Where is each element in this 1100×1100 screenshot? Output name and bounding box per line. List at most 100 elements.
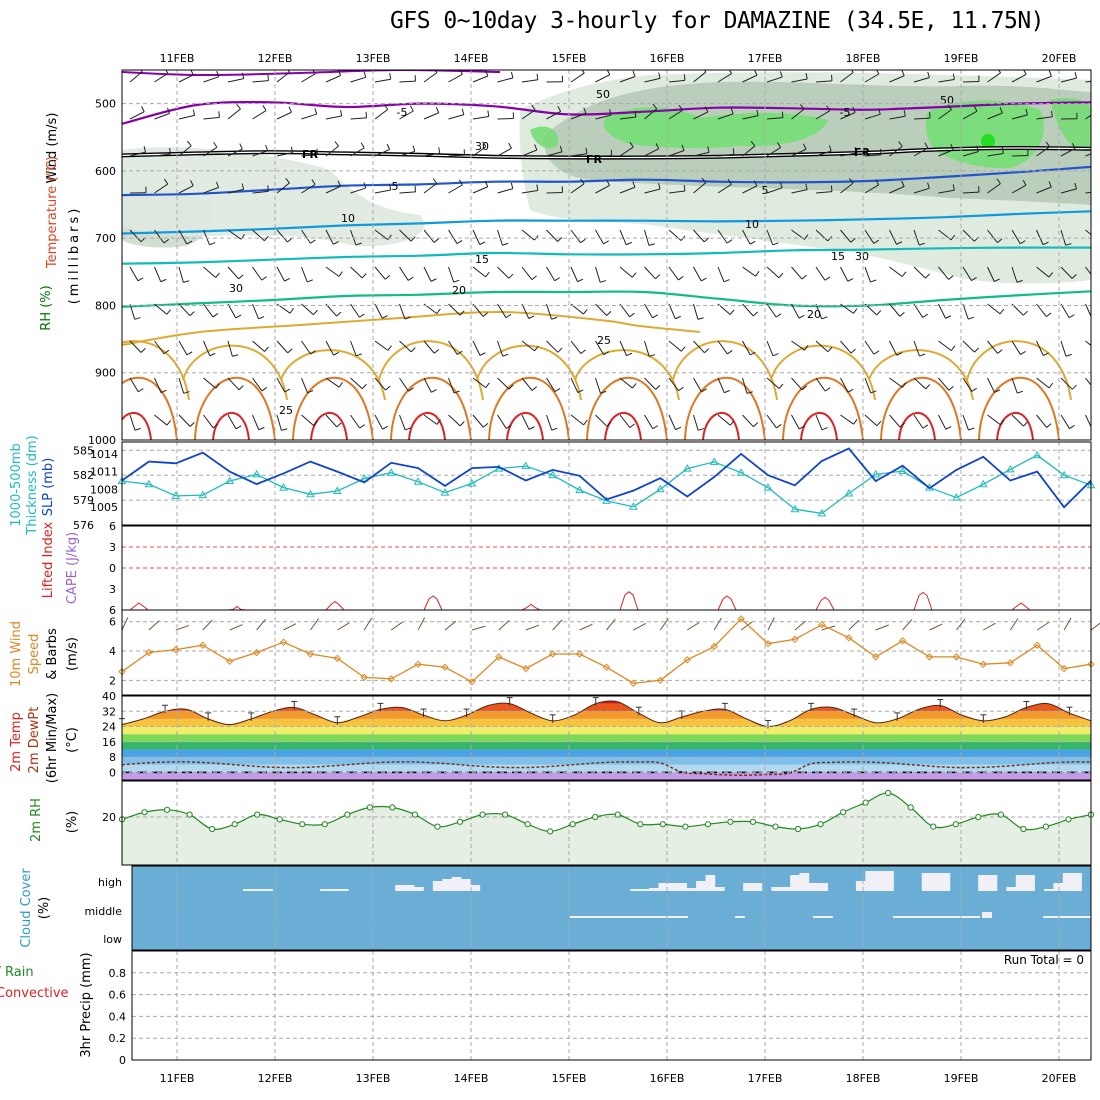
wind-barb xyxy=(350,117,367,120)
wind-barb xyxy=(129,414,136,431)
cloud-high xyxy=(404,885,415,891)
wind-barb-flag xyxy=(580,349,586,355)
wind-barb-flag xyxy=(603,351,610,356)
wind-barb xyxy=(1085,114,1091,120)
thickness-frame xyxy=(121,441,1092,526)
wind-barb-flag xyxy=(952,184,955,191)
wind-barb xyxy=(325,185,341,194)
wind-barb xyxy=(399,377,409,392)
wind-barb-flag xyxy=(704,348,710,354)
y-tick-upper: 700 xyxy=(95,232,116,245)
wind-barb xyxy=(276,340,289,354)
cloud-mid xyxy=(813,916,833,918)
wind-barb-flag xyxy=(510,71,514,78)
thickness-point xyxy=(602,496,611,504)
wind-barb xyxy=(570,340,582,354)
rh2m-point xyxy=(772,823,779,830)
wind-barb xyxy=(129,151,146,157)
thickness-point xyxy=(386,468,396,476)
wind-barb-flag xyxy=(163,178,169,185)
wind-barb-flag xyxy=(776,142,781,148)
wind-barb xyxy=(1011,74,1027,83)
y-tick-thickness: 585 xyxy=(73,444,94,457)
wind-barb-flag xyxy=(828,145,832,152)
wind-barb-flag xyxy=(1048,272,1054,278)
wind-barb xyxy=(448,154,465,157)
isotherm-25 xyxy=(378,340,484,401)
rh2m-point xyxy=(321,821,328,828)
t2m-fill xyxy=(122,700,1091,780)
wind-barb xyxy=(325,75,341,83)
wind-barb-flag xyxy=(531,386,538,391)
wind-barb xyxy=(423,377,432,393)
wind-barb-flag xyxy=(408,387,414,392)
rh2m-point xyxy=(1065,816,1072,823)
wind-barb xyxy=(350,187,366,194)
wind-barb-flag xyxy=(337,70,342,76)
wind-barb-flag xyxy=(290,146,294,153)
wind-barb xyxy=(913,303,924,318)
wind-barb-flag xyxy=(382,315,388,319)
label-li: Lifted Index xyxy=(41,521,56,598)
wind-barb xyxy=(1085,191,1091,194)
wind10-barb xyxy=(202,619,213,631)
wind-barb-flag xyxy=(854,146,857,154)
rh2m-point xyxy=(456,818,464,825)
wind-barb-flag xyxy=(658,72,661,79)
wind-barb xyxy=(840,414,854,425)
wind-barb xyxy=(178,229,188,245)
wind-barb-flag xyxy=(1095,387,1100,391)
wind-barb xyxy=(644,77,661,83)
wind-barb-flag xyxy=(973,105,978,112)
wind10-point xyxy=(898,637,907,645)
wind-barb xyxy=(570,414,584,426)
wind-barb xyxy=(350,229,357,246)
wind-barb xyxy=(472,377,487,389)
wind-barb xyxy=(423,229,435,243)
wind-barb-flag xyxy=(333,351,340,356)
wind-barb xyxy=(815,303,823,320)
wind-barb xyxy=(644,377,656,390)
wind-barb xyxy=(766,117,783,120)
cloud-high xyxy=(1062,873,1073,891)
wind-barb xyxy=(913,229,920,246)
wind10-barb xyxy=(310,618,320,631)
date-label-bottom: 16FEB xyxy=(650,1072,685,1085)
wind-barb-flag xyxy=(781,111,784,118)
wind-barb-flag xyxy=(655,384,661,390)
thickness-point xyxy=(306,489,315,498)
wind-barb-flag xyxy=(658,183,661,190)
wind10-barb xyxy=(579,623,593,631)
y-tick-t2m: 0 xyxy=(109,766,116,779)
wind-barb-flag xyxy=(606,421,612,427)
rh2m-point xyxy=(727,818,734,825)
rh2m-point xyxy=(276,816,283,823)
wind-barb xyxy=(1036,186,1052,194)
wind-barb xyxy=(423,340,435,354)
y-tick-thickness: 576 xyxy=(73,519,94,532)
wind-barb-flag xyxy=(404,316,411,320)
isotherm-30 xyxy=(194,376,276,440)
wind-barb-flag xyxy=(551,427,558,431)
rh2m-point xyxy=(389,804,396,811)
cloud-high xyxy=(1025,875,1035,891)
wind-barb xyxy=(374,266,386,280)
wind-barb-flag xyxy=(508,273,514,279)
wind-barb xyxy=(521,229,535,241)
rh2m-area xyxy=(122,792,1091,865)
cloud-high xyxy=(808,883,819,891)
wind-barb-flag xyxy=(433,349,440,354)
thickness-point xyxy=(1032,450,1042,459)
wind-barb-flag xyxy=(456,239,463,244)
wind10-point xyxy=(845,634,853,642)
t2m-band xyxy=(122,764,1091,773)
label-upper-temp: Temperature (°C) xyxy=(45,156,60,269)
cloud-high xyxy=(667,883,678,891)
wind-barb xyxy=(987,153,1004,157)
wind-barb xyxy=(864,229,875,244)
date-label-bottom: 11FEB xyxy=(160,1072,195,1085)
wind-barb xyxy=(889,266,903,278)
wind-barb-flag xyxy=(232,354,239,357)
wind-barb xyxy=(227,377,240,391)
label-wind10-2: Speed xyxy=(27,634,42,675)
